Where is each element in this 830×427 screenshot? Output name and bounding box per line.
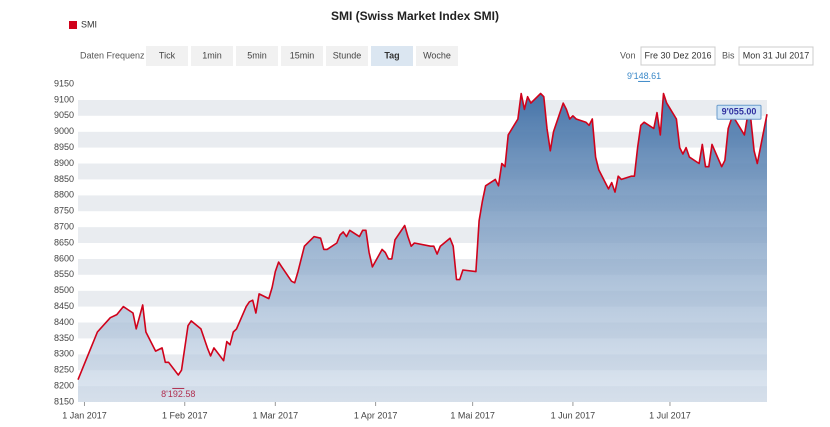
y-tick-label: 8800 [54, 190, 74, 200]
frequency-button-label: Tick [159, 50, 176, 60]
area [78, 93, 767, 402]
y-tick-label: 8350 [54, 333, 74, 343]
y-tick-label: 8750 [54, 206, 74, 216]
x-tick-label: 1 Feb 2017 [162, 410, 208, 420]
legend-swatch [69, 21, 77, 29]
y-tick-label: 8650 [54, 237, 74, 247]
y-tick-label: 8700 [54, 221, 74, 231]
from-value: Fre 30 Dez 2016 [644, 50, 711, 60]
frequency-button[interactable] [191, 46, 233, 66]
to-label: Bis [722, 50, 735, 60]
y-tick-label: 8150 [54, 396, 74, 406]
y-tick-label: 8500 [54, 285, 74, 295]
frequency-button[interactable] [281, 46, 323, 66]
frequency-button-label: 5min [247, 50, 267, 60]
y-tick-label: 8850 [54, 174, 74, 184]
frequency-button-label: Stunde [333, 50, 362, 60]
frequency-button-label: Tag [384, 50, 399, 60]
x-tick-label: 1 Jun 2017 [551, 410, 596, 420]
y-tick-label: 9100 [54, 94, 74, 104]
x-tick-label: 1 Jul 2017 [649, 410, 691, 420]
frequency-button[interactable] [371, 46, 413, 66]
frequency-button-label: 15min [290, 50, 315, 60]
frequency-button-label: Woche [423, 50, 451, 60]
y-tick-label: 8550 [54, 269, 74, 279]
grid-band [78, 84, 767, 100]
y-tick-label: 8400 [54, 317, 74, 327]
grid-band [78, 99, 767, 116]
y-tick-label: 9000 [54, 126, 74, 136]
frequency-label: Daten Frequenz [80, 50, 145, 60]
line [77, 92, 768, 381]
y-tick-label: 8900 [54, 158, 74, 168]
y-tick-label: 8600 [54, 253, 74, 263]
last-value-box [716, 104, 762, 120]
frequency-button[interactable] [416, 46, 458, 66]
frequency-button[interactable] [236, 46, 278, 66]
x-tick-label: 1 Apr 2017 [354, 410, 398, 420]
y-tick-label: 9050 [54, 110, 74, 120]
y-tick-label: 8950 [54, 142, 74, 152]
x-tick-label: 1 Jan 2017 [62, 410, 107, 420]
y-tick-label: 8250 [54, 365, 74, 375]
frequency-button-label: 1min [202, 50, 222, 60]
y-tick-label: 8300 [54, 349, 74, 359]
to-input[interactable] [738, 46, 814, 66]
from-label: Von [620, 50, 636, 60]
chart-title: SMI (Swiss Market Index SMI) [331, 9, 499, 23]
to-value: Mon 31 Jul 2017 [743, 50, 810, 60]
y-tick-label: 9150 [54, 78, 74, 88]
last-value-label: 9'055.00 [722, 107, 757, 117]
extreme-label: 8'192.58 [161, 389, 195, 399]
y-tick-label: 8450 [54, 301, 74, 311]
from-input[interactable] [640, 46, 716, 66]
x-tick-label: 1 Mai 2017 [450, 410, 495, 420]
y-tick-label: 8200 [54, 380, 74, 390]
frequency-button[interactable] [326, 46, 368, 66]
frequency-button[interactable] [146, 46, 188, 66]
legend-label: SMI [81, 19, 97, 29]
extreme-label: 9'148.61 [627, 71, 661, 81]
grid-band [78, 115, 767, 132]
x-tick-label: 1 Mar 2017 [253, 410, 299, 420]
